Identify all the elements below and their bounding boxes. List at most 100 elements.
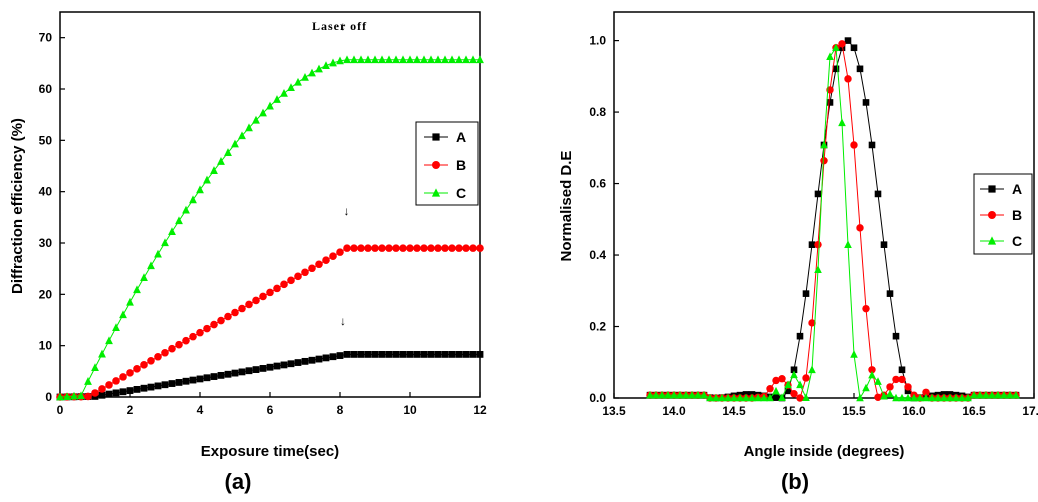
panel-b-data-point-C [664,390,672,399]
panel-b-x-tick-label: 14.0 [662,404,686,418]
panel-a-data-point-A [168,380,176,387]
panel-b-data-point-C [766,393,774,402]
panel-a-y-tick-label: 50 [39,133,53,147]
panel-b-data-point-C [928,393,936,402]
panel-a-data-point-C [98,349,106,358]
panel-b-data-point-C [730,393,738,402]
panel-a-data-point-B [434,244,442,252]
panel-a-data-point-A [112,389,120,397]
panel-a-data-point-B [378,244,386,252]
panel-b-chart: 13.5 14.0 14.5 15.0 15.5 16.0 16.5 17.0 0.0 0.2 0.… [558,11,1038,494]
panel-b-data-point-C [796,380,804,389]
panel-b-x-tick-label: 16.5 [962,404,986,418]
panel-b-data-point-B [766,385,774,393]
panel-a-data-point-A [462,350,470,358]
panel-a-data-point-C [469,55,477,64]
panel-b-data-point-A [886,290,894,297]
panel-a-arrow-annotation: ↓ [340,19,347,33]
panel-b-y-tick-label: 1.0 [589,34,606,48]
panel-a-data-point-C [203,175,211,184]
panel-b-data-point-C [712,393,720,402]
panel-a-data-point-A [385,350,393,358]
panel-b-legend-marker-A [988,185,996,193]
panel-a-legend-label-C: C [456,185,466,201]
panel-a-x-tick-label: 4 [197,403,204,417]
panel-b-data-point-C [1006,390,1014,399]
panel-b-data-point-A [772,394,780,401]
panel-a-x-tick-label: 0 [57,403,64,417]
panel-a-data-point-A [280,361,288,369]
panel-a-data-point-C [371,55,379,64]
panel-a-data-point-C [161,238,169,247]
panel-a-data-point-C [322,61,330,70]
panel-b-data-point-C [808,365,816,374]
panel-a-data-point-B [343,244,351,252]
panel-b-data-point-C [946,393,954,402]
panel-a-data-point-A [322,354,330,362]
panel-a-data-point-A [371,350,379,358]
panel-a-data-point-A [343,350,351,358]
panel-b-data-point-B [904,383,912,391]
panel-b-legend-label-A: A [1012,181,1022,197]
panel-b-data-point-C [724,393,732,402]
panel-b-data-point-C [718,393,726,402]
panel-b-legend-label-B: B [1012,207,1022,223]
panel-a-data-point-B [189,332,197,341]
panel-b-data-point-C [958,393,966,402]
panel-a-data-point-B [84,392,92,401]
panel-a-data-point-B [315,260,323,269]
panel-b-data-point-A [874,190,882,198]
panel-a-data-point-C [140,273,148,282]
panel-a-data-point-C [245,123,253,132]
panel-a-data-point-B [455,244,463,252]
panel-a-data-point-C [350,55,358,64]
panel-a-data-point-C [196,185,204,194]
panel-b-data-point-A [898,366,906,374]
panel-a-data-point-B [133,365,141,373]
panel-a-data-point-C [434,55,442,64]
panel-b-data-point-C [736,393,744,402]
panel-b-data-point-C [982,390,990,399]
panel-b-data-point-B [796,394,804,402]
panel-a-data-point-B [126,369,134,377]
panel-a-legend-marker-B [432,161,440,169]
panel-a-data-point-C [329,58,337,67]
panel-a-data-point-B [427,244,435,252]
panel-b-data-point-A [796,332,804,340]
panel-b-data-point-C [778,393,786,401]
panel-b-x-tick-label: 17.0 [1022,404,1038,418]
panel-a-data-point-A [406,350,414,358]
panel-a-data-point-C [315,64,323,73]
panel-b-data-point-C [784,380,792,389]
panel-b-data-point-C [838,118,846,127]
panel-a-data-point-A [203,374,211,382]
panel-a-data-point-A [196,375,204,383]
panel-b-data-point-C [700,390,708,399]
panel-a-data-point-A [469,350,477,358]
panel-b-data-point-C [802,393,810,401]
panel-b-series-line-A [650,39,1016,399]
panel-a-y-tick-label: 10 [39,339,53,353]
panel-a-data-point-A [259,365,267,372]
panel-a-data-point-B [91,389,99,397]
panel-b-data-point-C [742,393,750,402]
panel-a-x-tick-label: 10 [403,403,417,417]
panel-a-data-point-C [406,55,414,64]
panel-b-data-point-B [772,376,780,385]
panel-b-data-point-C [832,43,840,52]
panel-b-data-point-A [904,387,912,395]
panel-a-data-point-C [210,166,218,174]
panel-a-data-point-C [238,131,246,140]
panel-b-data-point-C [850,350,858,358]
panel-a-data-point-C [259,108,267,117]
panel-b-data-point-C [952,393,960,402]
panel-a-data-point-C [126,297,134,306]
panel-b-data-point-C [694,390,702,399]
panel-a-data-point-B [175,340,183,349]
panel-b-data-point-C [898,393,906,402]
panel-b-data-point-C [916,393,924,402]
panel-a-x-tick-label: 6 [267,403,274,417]
panel-a-data-point-A [175,379,183,386]
panel-b-data-point-A [832,65,840,73]
